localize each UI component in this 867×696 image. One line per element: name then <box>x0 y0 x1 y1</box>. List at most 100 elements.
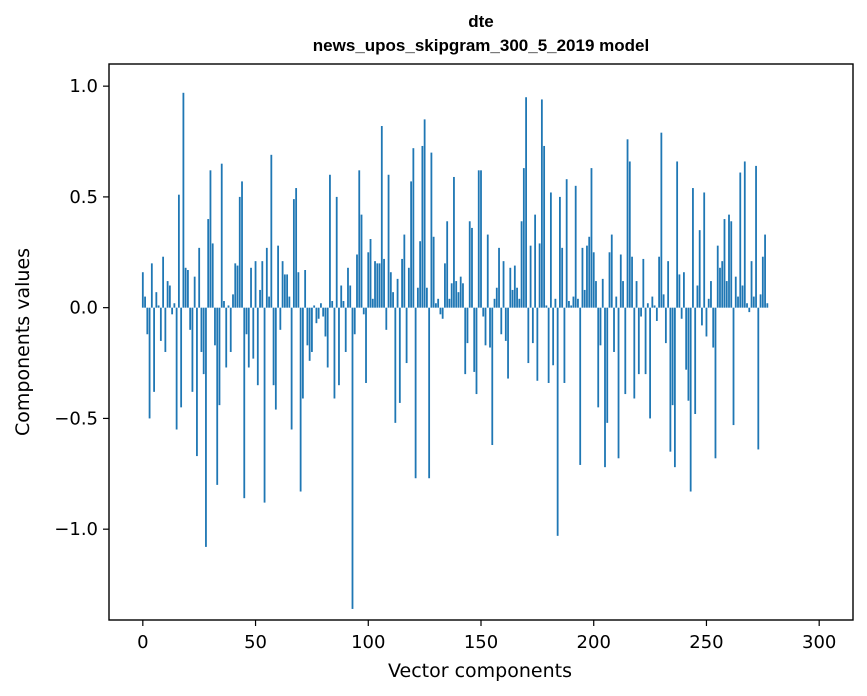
bar <box>437 298 440 308</box>
bar <box>667 261 670 308</box>
y-tick-label: 0.0 <box>69 298 98 319</box>
bar <box>721 261 724 308</box>
bar <box>556 307 559 536</box>
bar <box>660 132 663 308</box>
bar <box>202 307 205 375</box>
bar <box>157 305 160 308</box>
bar <box>752 296 755 308</box>
bar <box>527 307 530 364</box>
bar <box>574 185 577 308</box>
bar <box>272 307 275 386</box>
bar <box>624 307 627 395</box>
bar <box>313 305 316 308</box>
bar <box>730 221 733 308</box>
bar <box>425 287 428 308</box>
bar <box>734 276 737 308</box>
bar <box>750 261 753 308</box>
bar <box>220 163 223 308</box>
bar <box>646 303 649 308</box>
bar <box>471 227 473 308</box>
bar <box>234 263 237 308</box>
bar <box>412 148 415 308</box>
bar <box>211 243 214 308</box>
bar <box>703 192 706 308</box>
bar <box>360 214 363 308</box>
bar <box>489 307 491 348</box>
bar <box>500 307 503 335</box>
bar <box>304 270 307 308</box>
bar <box>259 289 261 308</box>
bar <box>351 307 354 609</box>
bar <box>371 298 374 308</box>
bar <box>655 307 658 321</box>
bar <box>297 272 300 308</box>
x-tick-label: 150 <box>464 632 498 653</box>
bar <box>365 307 367 383</box>
bar <box>342 301 345 308</box>
bar <box>159 307 162 341</box>
bar <box>444 263 446 308</box>
bar <box>732 307 735 426</box>
bar <box>308 307 311 361</box>
bar <box>689 307 692 492</box>
bar <box>292 199 295 308</box>
bar <box>252 307 255 359</box>
bar <box>162 256 165 308</box>
bar <box>529 245 532 308</box>
bar <box>549 192 552 308</box>
bar <box>604 307 606 468</box>
bar <box>504 307 507 341</box>
bar <box>705 307 708 337</box>
bar <box>617 307 620 459</box>
bar <box>725 281 728 308</box>
bar <box>173 303 176 308</box>
bar <box>680 307 683 319</box>
bar <box>398 307 401 403</box>
bar <box>324 307 327 337</box>
bar <box>148 307 151 419</box>
bar <box>746 303 748 308</box>
bar <box>441 307 444 319</box>
bar <box>669 307 672 452</box>
y-tick-label: 1.0 <box>69 76 98 97</box>
bar <box>144 296 146 308</box>
bar <box>462 283 464 308</box>
bar <box>223 301 225 308</box>
bar <box>263 307 266 503</box>
bar <box>692 188 694 308</box>
bar <box>493 298 496 308</box>
bar <box>755 165 757 308</box>
bar <box>265 247 268 308</box>
bar <box>613 307 615 352</box>
bar <box>329 174 331 308</box>
bar <box>761 256 764 308</box>
bar <box>184 267 187 308</box>
bar <box>236 265 239 308</box>
bar <box>678 274 681 308</box>
bar <box>254 261 257 308</box>
bar <box>626 139 629 308</box>
bar <box>710 281 712 308</box>
bar <box>270 154 273 308</box>
bar <box>150 263 153 308</box>
bar <box>193 276 196 308</box>
bar <box>577 298 579 308</box>
chart-title: dte <box>468 12 494 31</box>
bar <box>315 307 318 324</box>
bar <box>468 221 471 308</box>
bar <box>714 307 717 459</box>
bar <box>701 307 703 326</box>
bar <box>389 272 392 308</box>
bar <box>676 161 679 308</box>
bar <box>279 307 282 330</box>
bar <box>673 307 676 468</box>
y-axis-label: Components values <box>12 248 34 436</box>
bar <box>367 252 370 308</box>
bar <box>664 307 667 344</box>
bar <box>356 254 358 308</box>
bar <box>171 307 174 315</box>
bar <box>218 307 221 406</box>
bar <box>653 305 656 308</box>
bar <box>369 239 372 308</box>
bar <box>385 307 388 330</box>
